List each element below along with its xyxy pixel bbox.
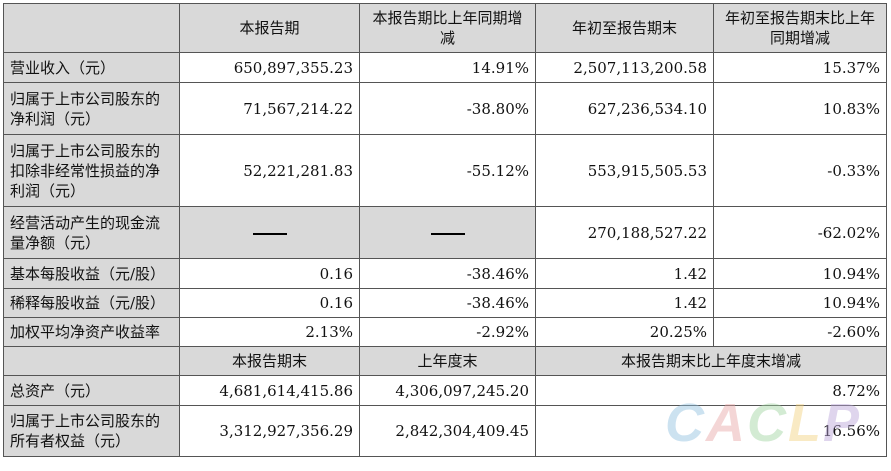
cell-value: 1.42 xyxy=(535,288,714,318)
header-row: 本报告期 本报告期比上年同期增减 年初至报告期末 年初至报告期末比上年同期增减 xyxy=(3,3,887,53)
header-ytd: 年初至报告期末 xyxy=(535,3,714,53)
cell-value: 20.25% xyxy=(535,317,714,347)
cell-value: 4,681,614,415.86 xyxy=(179,375,360,406)
cell-value: 4,306,097,245.20 xyxy=(359,375,536,406)
cell-value: 553,915,505.53 xyxy=(535,134,714,207)
row-label: 营业收入（元） xyxy=(3,52,180,83)
not-applicable-cell xyxy=(359,206,536,259)
cell-value: 15.37% xyxy=(713,52,887,83)
cell-value: 16.56% xyxy=(535,405,887,457)
watermark-letter: A xyxy=(706,393,747,453)
cell-value: -55.12% xyxy=(359,134,536,207)
table-row: 归属于上市公司股东的所有者权益（元） 3,312,927,356.29 2,84… xyxy=(3,405,887,457)
header-corner xyxy=(3,3,180,53)
dash-mark xyxy=(252,232,287,235)
cell-value: 2,842,304,409.45 xyxy=(359,405,536,457)
table-row: 加权平均净资产收益率 2.13% -2.92% 20.25% -2.60% xyxy=(3,317,887,347)
cell-value: 650,897,355.23 xyxy=(179,52,360,83)
table-row: 基本每股收益（元/股） 0.16 -38.46% 1.42 10.94% xyxy=(3,258,887,289)
header-ytd-change: 年初至报告期末比上年同期增减 xyxy=(713,3,887,53)
cell-value: -2.92% xyxy=(359,317,536,347)
cell-value: 270,188,527.22 xyxy=(535,206,714,259)
cell-value: 10.94% xyxy=(713,258,887,289)
not-applicable-cell xyxy=(179,206,360,259)
cell-value: 2,507,113,200.58 xyxy=(535,52,714,83)
cell-value: 1.42 xyxy=(535,258,714,289)
caclp-watermark: CACLP xyxy=(665,392,861,454)
table-row: 归属于上市公司股东的净利润（元） 71,567,214.22 -38.80% 6… xyxy=(3,82,887,135)
header-corner xyxy=(3,346,180,376)
cell-value: 627,236,534.10 xyxy=(535,82,714,135)
row-label: 稀释每股收益（元/股） xyxy=(3,288,180,318)
header-period-end: 本报告期末 xyxy=(179,346,360,376)
dash-mark xyxy=(430,232,465,235)
watermark-letter: C xyxy=(665,393,706,453)
table-row: 总资产（元） 4,681,614,415.86 4,306,097,245.20… xyxy=(3,375,887,406)
row-label: 基本每股收益（元/股） xyxy=(3,258,180,289)
row-label: 归属于上市公司股东的扣除非经常性损益的净利润（元） xyxy=(3,134,180,207)
cell-value: -2.60% xyxy=(713,317,887,347)
watermark-letter: L xyxy=(788,393,823,453)
cell-value: 0.16 xyxy=(179,288,360,318)
header-current-period-change: 本报告期比上年同期增减 xyxy=(359,3,536,53)
cell-value: 14.91% xyxy=(359,52,536,83)
header-prior-year-end: 上年度末 xyxy=(359,346,536,376)
financial-summary-table: 本报告期 本报告期比上年同期增减 年初至报告期末 年初至报告期末比上年同期增减 … xyxy=(3,3,887,457)
row-label: 总资产（元） xyxy=(3,375,180,406)
watermark-letter: C xyxy=(747,393,788,453)
cell-value: 0.16 xyxy=(179,258,360,289)
table-row: 营业收入（元） 650,897,355.23 14.91% 2,507,113,… xyxy=(3,52,887,83)
cell-value: 52,221,281.83 xyxy=(179,134,360,207)
cell-value: 10.94% xyxy=(713,288,887,318)
cell-value: -38.80% xyxy=(359,82,536,135)
row-label: 归属于上市公司股东的净利润（元） xyxy=(3,82,180,135)
header-current-period: 本报告期 xyxy=(179,3,360,53)
row-label: 归属于上市公司股东的所有者权益（元） xyxy=(3,405,180,457)
cell-value: 2.13% xyxy=(179,317,360,347)
cell-value: -0.33% xyxy=(713,134,887,207)
table-row: 稀释每股收益（元/股） 0.16 -38.46% 1.42 10.94% xyxy=(3,288,887,318)
header-period-end-change: 本报告期末比上年度末增减 xyxy=(535,346,887,376)
cell-value: 71,567,214.22 xyxy=(179,82,360,135)
cell-value: 10.83% xyxy=(713,82,887,135)
header-row-2: 本报告期末 上年度末 本报告期末比上年度末增减 xyxy=(3,346,887,376)
table-row: 归属于上市公司股东的扣除非经常性损益的净利润（元） 52,221,281.83 … xyxy=(3,134,887,207)
cell-value: -62.02% xyxy=(713,206,887,259)
row-label: 经营活动产生的现金流量净额（元） xyxy=(3,206,180,259)
watermark-letter: P xyxy=(823,393,862,453)
cell-value: -38.46% xyxy=(359,288,536,318)
cell-value: 3,312,927,356.29 xyxy=(179,405,360,457)
table-row: 经营活动产生的现金流量净额（元） 270,188,527.22 -62.02% xyxy=(3,206,887,259)
cell-value: -38.46% xyxy=(359,258,536,289)
row-label: 加权平均净资产收益率 xyxy=(3,317,180,347)
